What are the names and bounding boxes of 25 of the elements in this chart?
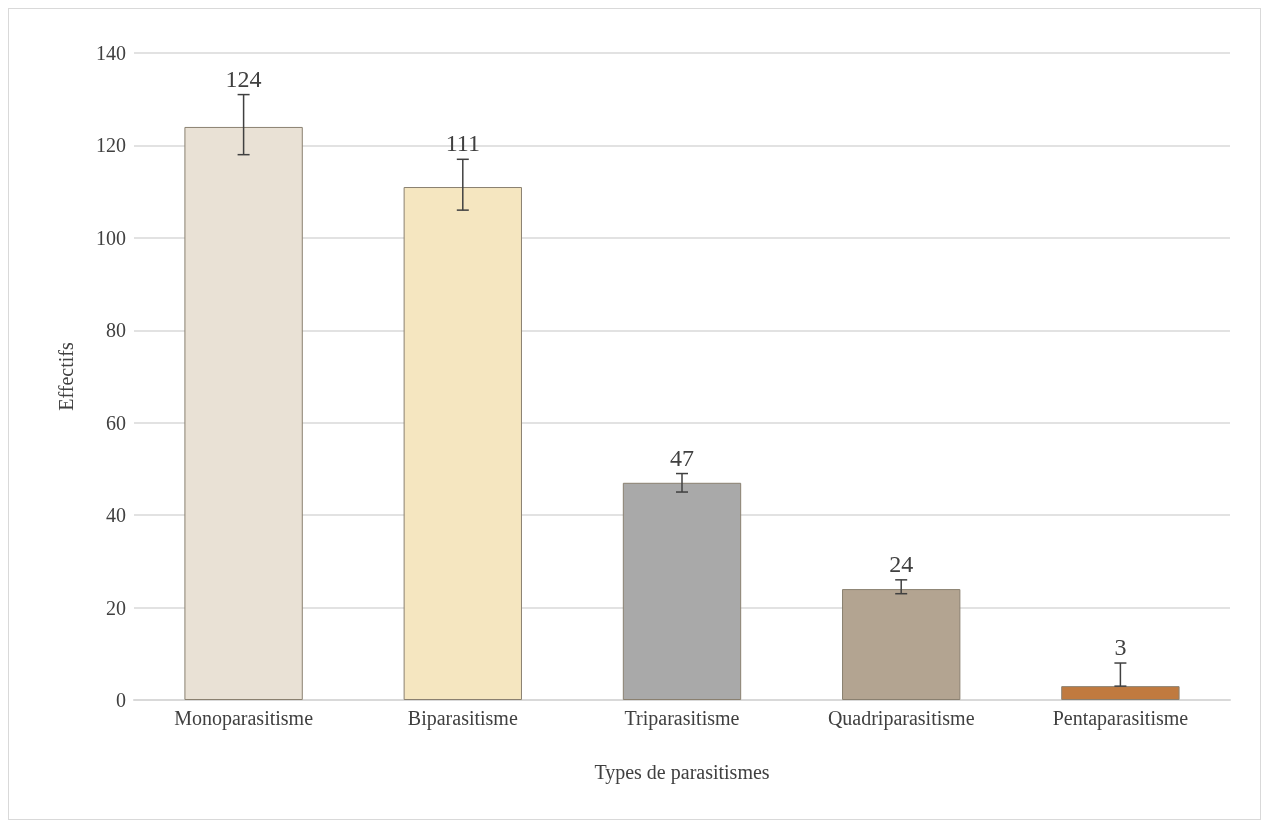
x-tick-label: Triparasitisme	[624, 707, 740, 730]
bar	[184, 126, 303, 700]
y-tick-label: 80	[106, 319, 126, 342]
bar	[842, 589, 961, 700]
data-label: 3	[1114, 634, 1127, 661]
y-tick-label: 140	[96, 42, 126, 64]
bar	[1061, 686, 1180, 700]
data-label: 111	[445, 130, 480, 157]
bar	[403, 187, 522, 700]
data-label: 47	[670, 444, 694, 471]
y-tick-label: 20	[106, 596, 126, 619]
y-axis-title: Effectifs	[55, 342, 77, 411]
data-label: 124	[225, 65, 262, 92]
x-tick-label: Biparasitisme	[407, 707, 518, 730]
y-tick-label: 100	[96, 226, 126, 249]
bar	[622, 482, 742, 700]
x-tick-label: Quadriparasitisme	[827, 707, 975, 730]
y-tick-label: 60	[106, 411, 126, 434]
data-label: 24	[889, 550, 914, 577]
x-tick-label: Monoparasitisme	[174, 707, 314, 730]
y-tick-label: 0	[116, 689, 126, 711]
y-tick-label: 120	[96, 134, 126, 157]
x-tick-label: Pentaparasitisme	[1052, 707, 1189, 730]
y-tick-label: 40	[106, 504, 126, 527]
x-axis-title: Types de parasitismes	[594, 761, 770, 784]
